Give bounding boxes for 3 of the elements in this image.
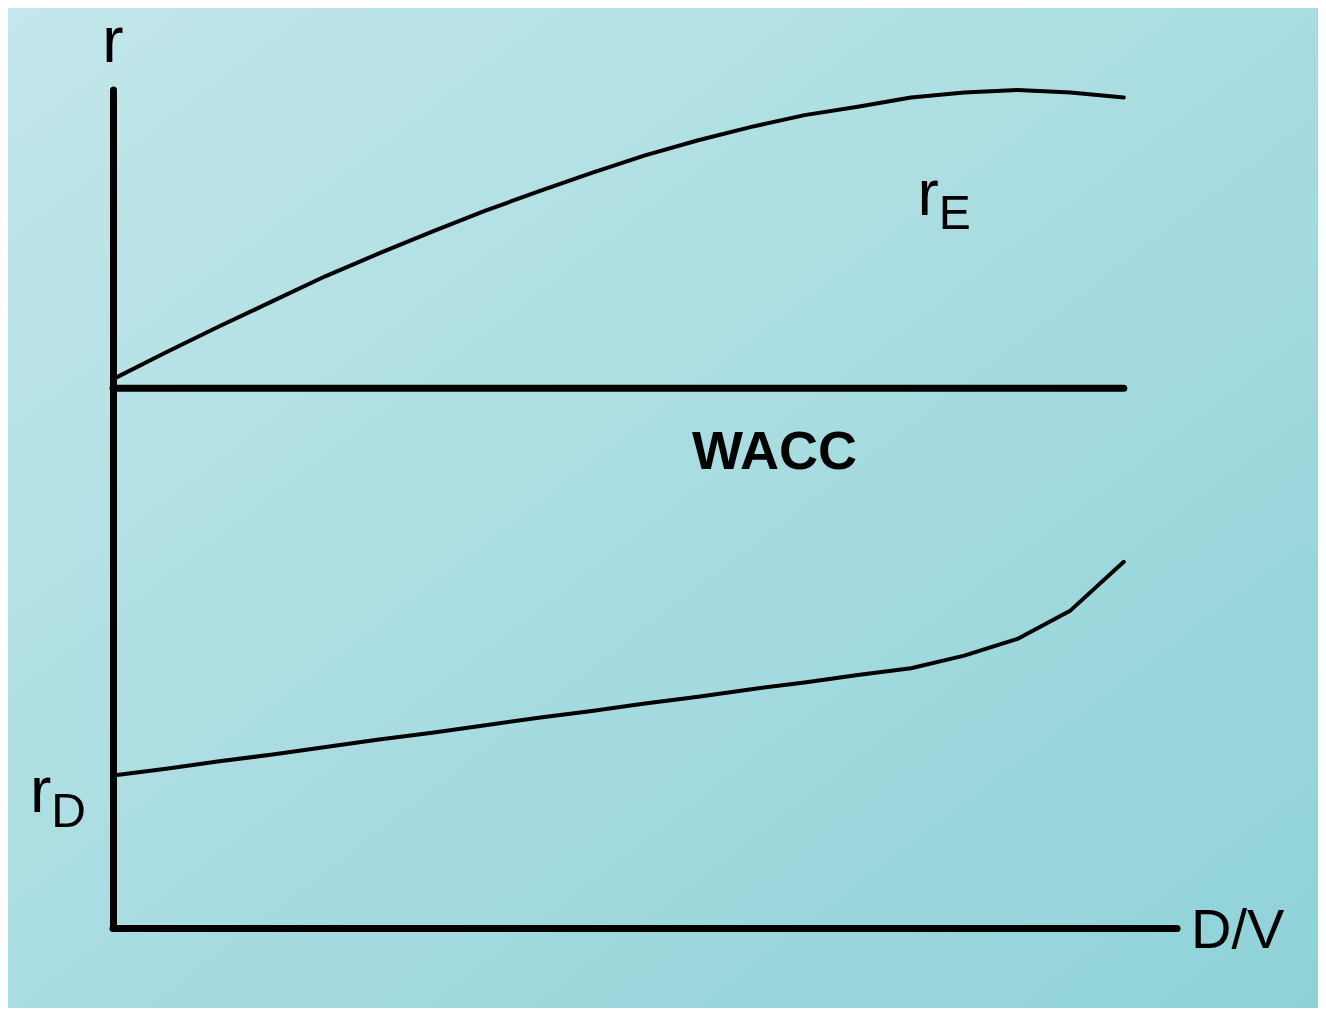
x-axis-title: D/V [1191,896,1285,960]
y-axis-title: r [102,4,124,76]
series-label: WACC [692,420,858,481]
